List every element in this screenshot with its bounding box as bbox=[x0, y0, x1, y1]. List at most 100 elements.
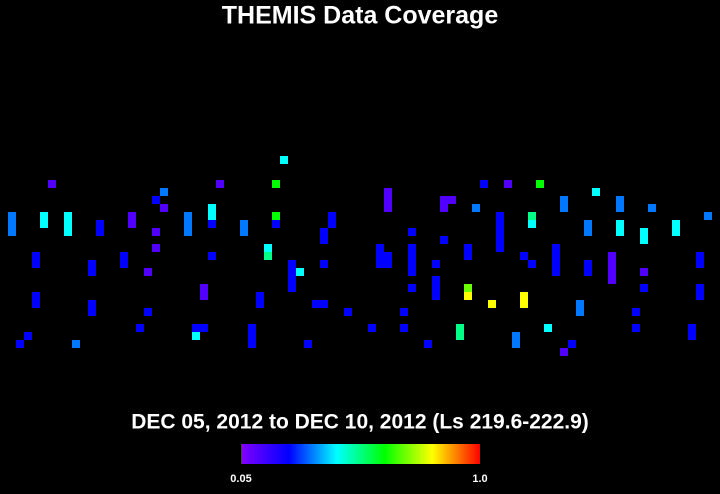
coverage-cell bbox=[288, 284, 296, 292]
coverage-cell bbox=[384, 188, 392, 196]
coverage-cell bbox=[464, 252, 472, 260]
coverage-cell bbox=[320, 260, 328, 268]
coverage-cell bbox=[440, 236, 448, 244]
coverage-cell bbox=[384, 252, 392, 260]
coverage-cell bbox=[408, 284, 416, 292]
coverage-cell bbox=[584, 268, 592, 276]
coverage-cell bbox=[528, 212, 536, 220]
coverage-cell bbox=[304, 340, 312, 348]
coverage-cell bbox=[640, 228, 648, 236]
coverage-cell bbox=[32, 252, 40, 260]
coverage-cell bbox=[216, 180, 224, 188]
chart-subtitle: DEC 05, 2012 to DEC 10, 2012 (Ls 219.6-2… bbox=[131, 411, 589, 434]
coverage-cell bbox=[272, 180, 280, 188]
coverage-cell bbox=[408, 244, 416, 252]
coverage-cell bbox=[256, 300, 264, 308]
coverage-cell bbox=[608, 260, 616, 268]
coverage-cell bbox=[552, 244, 560, 252]
coverage-cell bbox=[320, 300, 328, 308]
coverage-cell bbox=[208, 252, 216, 260]
coverage-cell bbox=[344, 308, 352, 316]
coverage-cell bbox=[88, 268, 96, 276]
coverage-cell bbox=[288, 276, 296, 284]
coverage-cell bbox=[64, 212, 72, 220]
coverage-cell bbox=[640, 236, 648, 244]
coverage-cell bbox=[8, 212, 16, 220]
coverage-cell bbox=[560, 204, 568, 212]
coverage-cell bbox=[640, 284, 648, 292]
coverage-cell bbox=[480, 180, 488, 188]
coverage-cell bbox=[192, 332, 200, 340]
coverage-cell bbox=[376, 244, 384, 252]
coverage-cell bbox=[120, 252, 128, 260]
coverage-cell bbox=[672, 228, 680, 236]
coverage-cell bbox=[464, 292, 472, 300]
coverage-cell bbox=[8, 228, 16, 236]
coverage-cell bbox=[632, 308, 640, 316]
coverage-cell bbox=[264, 244, 272, 252]
coverage-cell bbox=[368, 324, 376, 332]
coverage-cell bbox=[696, 292, 704, 300]
colorbar-tick-label: 1.0 bbox=[472, 473, 487, 485]
coverage-cell bbox=[696, 260, 704, 268]
coverage-cell bbox=[408, 228, 416, 236]
coverage-cell bbox=[128, 220, 136, 228]
coverage-cell bbox=[560, 196, 568, 204]
coverage-cell bbox=[256, 292, 264, 300]
coverage-cell bbox=[128, 212, 136, 220]
coverage-cell bbox=[400, 324, 408, 332]
coverage-cell bbox=[640, 268, 648, 276]
coverage-cell bbox=[384, 204, 392, 212]
coverage-cell bbox=[208, 212, 216, 220]
coverage-cell bbox=[328, 220, 336, 228]
coverage-cell bbox=[536, 180, 544, 188]
coverage-cell bbox=[632, 324, 640, 332]
coverage-cell bbox=[88, 300, 96, 308]
coverage-cell bbox=[688, 332, 696, 340]
coverage-cell bbox=[464, 244, 472, 252]
coverage-cell bbox=[496, 212, 504, 220]
coverage-cell bbox=[496, 220, 504, 228]
coverage-cell bbox=[704, 212, 712, 220]
coverage-cell bbox=[184, 212, 192, 220]
coverage-cell bbox=[504, 180, 512, 188]
coverage-cell bbox=[528, 260, 536, 268]
coverage-cell bbox=[248, 332, 256, 340]
coverage-cell bbox=[384, 196, 392, 204]
coverage-cell bbox=[464, 284, 472, 292]
coverage-cell bbox=[152, 196, 160, 204]
coverage-cell bbox=[96, 220, 104, 228]
coverage-cell bbox=[616, 196, 624, 204]
coverage-cell bbox=[48, 180, 56, 188]
coverage-cell bbox=[24, 332, 32, 340]
coverage-cell bbox=[72, 340, 80, 348]
coverage-cell bbox=[376, 252, 384, 260]
colorbar bbox=[241, 444, 480, 464]
coverage-cell bbox=[456, 332, 464, 340]
coverage-cell bbox=[376, 260, 384, 268]
coverage-cell bbox=[424, 340, 432, 348]
coverage-cell bbox=[144, 308, 152, 316]
coverage-cell bbox=[328, 212, 336, 220]
coverage-cell bbox=[272, 220, 280, 228]
coverage-cell bbox=[296, 268, 304, 276]
coverage-cell bbox=[584, 220, 592, 228]
coverage-cell bbox=[32, 292, 40, 300]
coverage-cell bbox=[240, 228, 248, 236]
coverage-cell bbox=[496, 228, 504, 236]
coverage-cell bbox=[400, 308, 408, 316]
coverage-cell bbox=[576, 300, 584, 308]
coverage-cell bbox=[184, 220, 192, 228]
coverage-cell bbox=[160, 188, 168, 196]
coverage-cell bbox=[560, 348, 568, 356]
coverage-cell bbox=[512, 340, 520, 348]
coverage-cell bbox=[696, 284, 704, 292]
coverage-cell bbox=[264, 252, 272, 260]
coverage-cell bbox=[456, 324, 464, 332]
coverage-cell bbox=[288, 260, 296, 268]
coverage-cell bbox=[240, 220, 248, 228]
coverage-cell bbox=[608, 268, 616, 276]
coverage-cell bbox=[584, 228, 592, 236]
